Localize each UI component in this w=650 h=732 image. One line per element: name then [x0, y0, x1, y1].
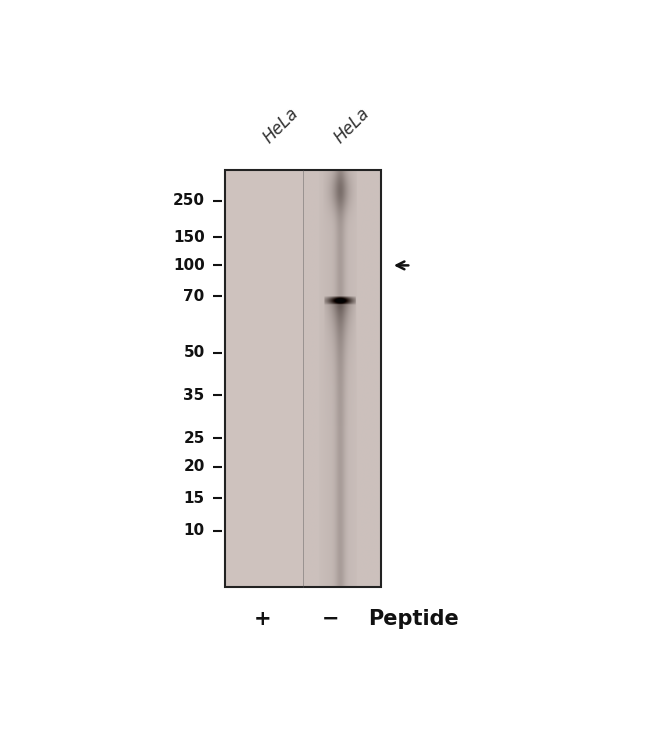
Text: HeLa: HeLa: [260, 105, 303, 147]
Text: 15: 15: [183, 490, 205, 506]
Text: −: −: [322, 609, 339, 629]
Text: 50: 50: [183, 346, 205, 360]
Text: Peptide: Peptide: [369, 609, 459, 629]
Bar: [225, 170, 381, 586]
Text: +: +: [254, 609, 272, 629]
Text: HeLa: HeLa: [331, 105, 373, 147]
Text: 25: 25: [183, 431, 205, 446]
Text: 100: 100: [173, 258, 205, 273]
Text: 20: 20: [183, 459, 205, 474]
Text: 35: 35: [183, 387, 205, 403]
Text: 70: 70: [183, 289, 205, 304]
Text: 150: 150: [173, 230, 205, 244]
Text: 250: 250: [173, 193, 205, 208]
Text: 10: 10: [183, 523, 205, 538]
